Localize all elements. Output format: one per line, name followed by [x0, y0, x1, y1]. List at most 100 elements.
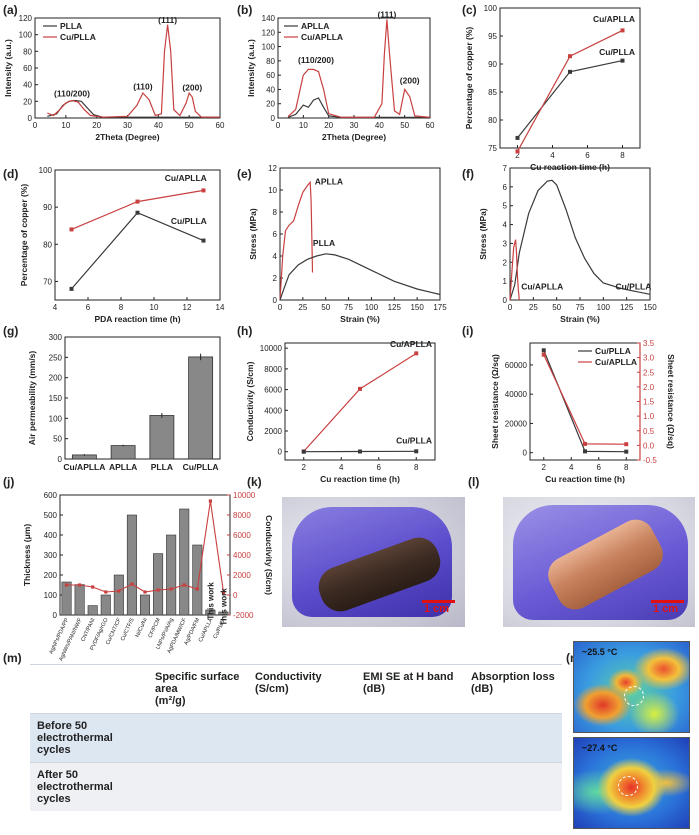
header-text: Conductivity	[255, 671, 322, 683]
header-text: (dB)	[363, 683, 385, 695]
data-point	[515, 135, 520, 140]
series-line-cu-aplla	[543, 354, 627, 445]
y-tick-label: 90	[488, 60, 497, 69]
peak-annotation: (200)	[400, 76, 420, 86]
x-tick-label: 50	[400, 121, 409, 130]
data-point	[568, 54, 572, 59]
header-text: Specific surface	[155, 671, 240, 683]
x-tick-label: 14	[216, 303, 225, 312]
y-tick-label: 80	[266, 57, 275, 66]
annotation: This work	[206, 582, 215, 620]
x-tick-label: 0	[33, 121, 38, 130]
series-label: Cu/APLLA	[593, 14, 635, 24]
category-label: Ni/Cu/Ni	[135, 617, 149, 638]
row-label: Before 50 electrothermal cycles	[30, 713, 148, 763]
right-y-tick-label: 3.5	[643, 339, 655, 348]
measure-circle	[624, 686, 644, 706]
data-point	[169, 587, 173, 591]
y-tick-label: 4	[273, 252, 278, 261]
y-tick-label: 20	[266, 100, 275, 109]
data-point	[624, 442, 629, 447]
right-y-tick-label: 2000	[233, 571, 251, 580]
photo-k-dark-tube: 1 cm	[282, 497, 465, 627]
bar	[139, 594, 151, 616]
table-row: After 50 electrothermal cycles	[30, 762, 562, 811]
data-point	[620, 58, 625, 63]
data-point	[135, 199, 140, 204]
photo-l-copper-tube: 1 cm	[503, 497, 695, 627]
temperature-label: ~27.4 °C	[582, 743, 618, 753]
x-tick-label: 0	[276, 121, 281, 130]
header-text: Absorption loss	[471, 671, 555, 683]
data-point	[620, 28, 625, 33]
data-point	[117, 589, 121, 593]
row-text: cycles	[37, 793, 71, 805]
y-tick-label: 0	[58, 455, 63, 464]
peak-annotation: (110)	[133, 82, 153, 92]
row-text: electrothermal	[37, 781, 113, 793]
y-tick-label: 2000	[264, 427, 282, 436]
y-tick-label: 0	[278, 448, 283, 457]
panel-label: (c)	[462, 3, 477, 17]
data-point	[624, 449, 629, 454]
right-y-tick-label: 1.0	[643, 412, 655, 421]
y-tick-label: 75	[488, 144, 497, 153]
header-text: EMI SE at H band	[363, 671, 454, 683]
y-tick-label: 70	[43, 277, 52, 286]
y-tick-label: 6	[273, 230, 278, 239]
x-tick-label: 100	[597, 303, 611, 312]
right-y-tick-label: 2.5	[643, 368, 655, 377]
data-point	[541, 348, 546, 353]
right-y-tick-label: 4000	[233, 551, 251, 560]
x-tick-label: 25	[529, 303, 538, 312]
x-tick-label: 150	[410, 303, 424, 312]
panel-label: (h)	[237, 324, 252, 338]
right-y-tick-label: 3.0	[643, 354, 655, 363]
y-tick-label: 20	[23, 97, 32, 106]
y-axis-label: Air permeability (mm/s)	[27, 351, 37, 446]
y-tick-label: 4	[503, 221, 508, 230]
data-point	[541, 352, 546, 357]
data-point	[414, 351, 419, 356]
data-point	[130, 582, 134, 586]
y-axis-label: Percentage of copper (%)	[464, 27, 474, 130]
x-tick-label: 0	[508, 303, 513, 312]
y-tick-label: 0	[53, 611, 58, 620]
y-tick-label: 50	[53, 435, 62, 444]
x-axis-label: 2Theta (Degree)	[322, 132, 386, 142]
y-tick-label: 0	[273, 296, 278, 305]
y-tick-label: 60000	[505, 361, 528, 370]
x-tick-label: 4	[339, 463, 344, 472]
series-label: Cu/PLLA	[615, 282, 651, 292]
y-tick-label: 0	[523, 449, 528, 458]
data-point	[135, 210, 140, 215]
x-axis-label: Cu reaction time (h)	[320, 474, 400, 484]
right-y-axis-label: Conductivity (S/cm)	[264, 515, 274, 595]
category-label: Cu/CTF/S	[120, 617, 136, 642]
y-tick-label: 250	[49, 353, 63, 362]
right-y-tick-label: -0.5	[643, 456, 657, 465]
category-label: APLLA	[109, 462, 137, 472]
y-tick-label: 20000	[505, 419, 528, 428]
x-tick-label: 2	[302, 463, 307, 472]
y-tick-label: 500	[44, 511, 58, 520]
right-y-tick-label: 0	[233, 591, 238, 600]
data-point	[583, 441, 587, 446]
y-tick-label: 100	[44, 591, 58, 600]
y-tick-label: 7	[503, 164, 508, 173]
table-cell	[148, 762, 248, 811]
y-tick-label: 100	[39, 166, 53, 175]
right-y-tick-label: 0.0	[643, 441, 655, 450]
data-point	[195, 587, 199, 591]
y-tick-label: 120	[19, 14, 33, 23]
x-tick-label: 40	[154, 121, 163, 130]
y-axis-label: Stress (MPa)	[248, 208, 258, 260]
plot-frame	[509, 167, 651, 301]
data-point	[64, 583, 69, 587]
y-tick-label: 300	[44, 551, 58, 560]
y-tick-label: 85	[488, 88, 497, 97]
y-tick-label: 80	[488, 116, 497, 125]
x-axis-label: Cu reaction time (h)	[530, 162, 610, 172]
y-tick-label: 300	[49, 333, 63, 342]
y-tick-label: 140	[262, 14, 276, 23]
